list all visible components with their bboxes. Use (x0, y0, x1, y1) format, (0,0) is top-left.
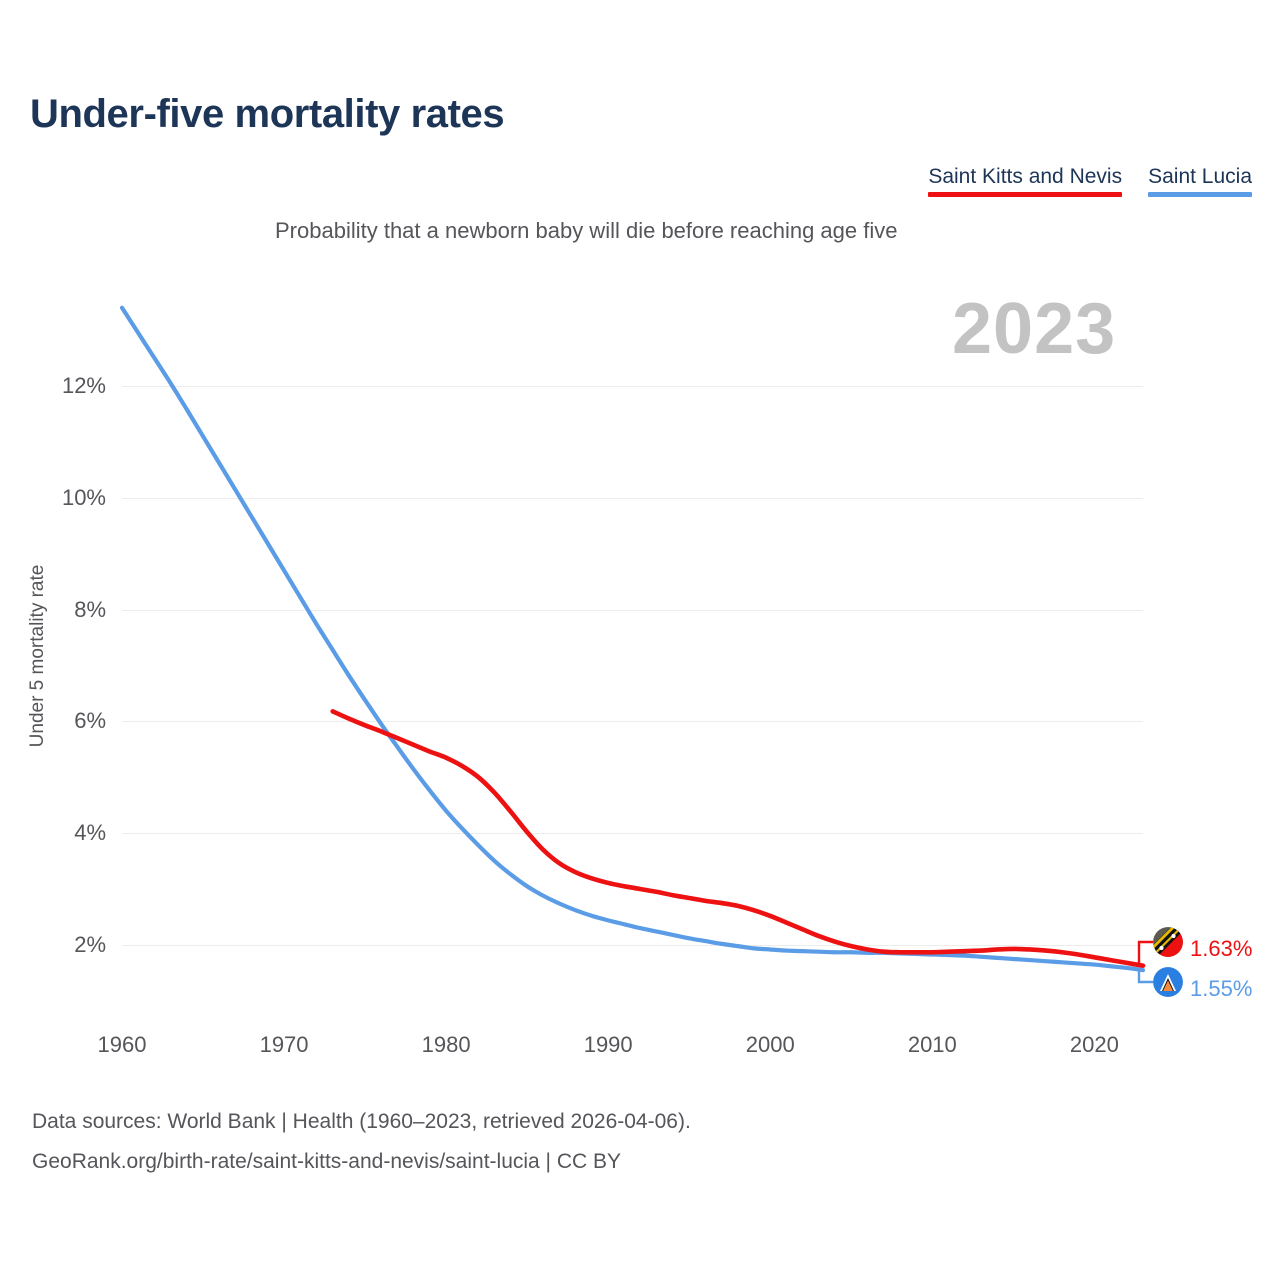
y-axis-tick-label: 2% (74, 932, 106, 957)
footer-data-sources: Data sources: World Bank | Health (1960–… (32, 1110, 691, 1133)
end-value-saint-kitts-and-nevis: 1.63% (1190, 936, 1253, 961)
footer-attribution: GeoRank.org/birth-rate/saint-kitts-and-n… (32, 1150, 622, 1173)
saint-kitts-and-nevis-flag-icon (1153, 927, 1183, 957)
gridline (122, 945, 1143, 946)
gridline (122, 497, 1143, 499)
y-axis-tick-label: 12% (61, 373, 106, 398)
y-axis-tick-label: 6% (74, 708, 106, 734)
y-axis-tick-label: 10% (61, 484, 106, 510)
x-axis-tick-label: 2020 (1069, 1032, 1119, 1057)
saint-lucia-flag-icon (1153, 967, 1183, 997)
x-axis-tick-label: 1990 (583, 1032, 633, 1057)
gridline (122, 721, 1143, 723)
legend-color-rule-saint-lucia (1148, 192, 1252, 197)
legend: Saint Kitts and Nevis Saint Lucia (928, 164, 1252, 197)
legend-item-saint-kitts-and-nevis[interactable]: Saint Kitts and Nevis (928, 164, 1123, 197)
year-watermark: 2023 (952, 289, 1117, 369)
x-axis-tick-label: 2010 (907, 1032, 957, 1057)
gridline (122, 833, 1143, 835)
gridline (122, 609, 1143, 611)
line-saint-lucia (119, 305, 1146, 973)
legend-color-rule-saint-kitts-and-nevis (928, 192, 1123, 197)
legend-label-saint-lucia: Saint Lucia (1148, 165, 1252, 188)
leader-line-saint-lucia (1137, 969, 1153, 984)
x-axis-tick-label: 1960 (97, 1032, 147, 1057)
legend-item-saint-lucia[interactable]: Saint Lucia (1148, 164, 1252, 197)
page-title: Under-five mortality rates (30, 92, 505, 136)
legend-label-saint-kitts-and-nevis: Saint Kitts and Nevis (928, 165, 1123, 188)
y-axis-tick-label: 4% (74, 820, 106, 846)
y-axis-tick-label: 8% (74, 596, 106, 622)
gridline (122, 386, 1143, 387)
chart-subtitle: Probability that a newborn baby will die… (275, 218, 898, 243)
x-axis-tick-label: 1980 (421, 1032, 471, 1057)
x-axis-tick-label: 1970 (259, 1032, 309, 1057)
x-axis-tick-label: 2000 (745, 1032, 795, 1057)
end-value-saint-lucia: 1.55% (1190, 976, 1253, 1001)
line-saint-kitts-and-nevis (330, 709, 1146, 968)
